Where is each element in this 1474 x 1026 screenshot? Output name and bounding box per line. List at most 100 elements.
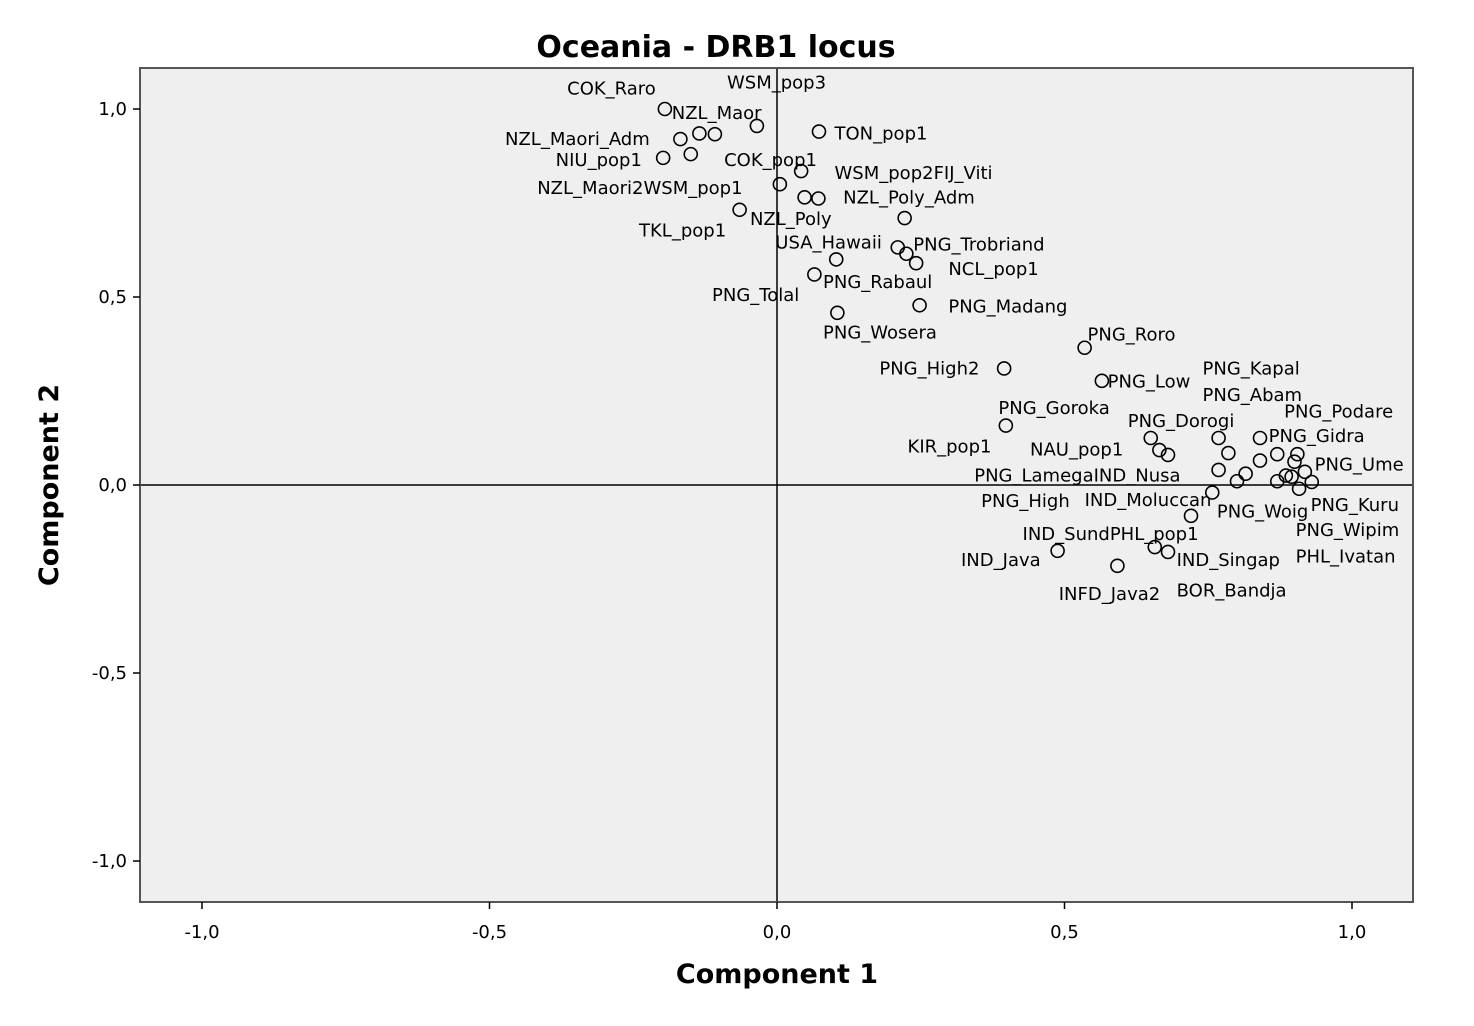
point-label: BOR_Bandja bbox=[1177, 580, 1287, 601]
data-point bbox=[793, 163, 809, 179]
data-point bbox=[908, 255, 924, 271]
x-tick-label: 1,0 bbox=[1338, 922, 1367, 943]
point-labels: WSM_pop3 COK_Raro NZL_Maor NZL_Maori_Adm TON… bbox=[505, 73, 1404, 605]
point-label: PNG_Low bbox=[1108, 372, 1191, 393]
data-point bbox=[1147, 539, 1163, 555]
data-point bbox=[692, 126, 707, 141]
data-point bbox=[657, 101, 673, 117]
y-tick-label: 0,5 bbox=[98, 287, 127, 308]
point-label: NAU_pop1 bbox=[1030, 439, 1123, 460]
data-point bbox=[1291, 481, 1307, 497]
y-tick-label: -0,5 bbox=[92, 663, 127, 684]
point-label: IND_Java bbox=[961, 550, 1041, 571]
data-point bbox=[797, 190, 812, 205]
point-label: PNG_High bbox=[981, 491, 1070, 512]
point-label: COK_Raro bbox=[567, 78, 656, 99]
point-label: INFD_Java2 bbox=[1059, 584, 1160, 605]
data-point bbox=[830, 305, 845, 321]
y-tick-label: 1,0 bbox=[98, 99, 127, 120]
y-tick-label: -1,0 bbox=[92, 851, 127, 872]
point-label: KIR_pop1 bbox=[908, 436, 992, 457]
data-point bbox=[1304, 474, 1320, 490]
chart-title: Oceania - DRB1 locus bbox=[536, 30, 895, 65]
data-point bbox=[1077, 340, 1092, 356]
data-point bbox=[772, 176, 788, 192]
point-label: USA_Hawaii bbox=[775, 232, 882, 253]
point-label: TON_pop1 bbox=[834, 123, 928, 144]
data-point bbox=[1204, 485, 1220, 500]
x-tick-label: 0,0 bbox=[763, 922, 792, 943]
point-label: PNG_Woig bbox=[1217, 501, 1308, 522]
point-label: PHL_Ivatan bbox=[1296, 546, 1396, 567]
data-point bbox=[1143, 430, 1159, 446]
data-point bbox=[897, 210, 912, 226]
point-label: PNG_Abam bbox=[1203, 385, 1303, 406]
data-point bbox=[1290, 446, 1305, 462]
point-label: NZL_Maori_Adm bbox=[505, 129, 650, 150]
data-point bbox=[811, 191, 826, 206]
point-label: TKL_pop1 bbox=[638, 220, 726, 241]
data-point bbox=[1284, 469, 1299, 485]
data-point bbox=[1238, 466, 1253, 482]
axes-layer: -1,0 -0,5 0,0 0,5 1,0 1,0 0,5 0,0 -0,5 -1,0 bbox=[92, 69, 1412, 943]
point-label: PNG_Tolal bbox=[712, 285, 799, 306]
data-point bbox=[828, 252, 844, 267]
x-axis-title: Component 1 bbox=[676, 959, 878, 990]
data-point bbox=[1252, 453, 1268, 468]
data-point bbox=[1183, 508, 1199, 524]
data-point bbox=[1094, 373, 1110, 389]
point-label: PNG_Podare bbox=[1284, 402, 1393, 423]
point-label: PNG_Kapal bbox=[1203, 358, 1300, 379]
point-label: NZL_Maor bbox=[672, 103, 762, 124]
x-tick-label: 0,5 bbox=[1050, 922, 1079, 943]
point-label: PNG_LamegaIND_Nusa bbox=[974, 466, 1180, 487]
data-point bbox=[1221, 445, 1236, 461]
data-point bbox=[1287, 454, 1302, 469]
data-point bbox=[1211, 462, 1226, 478]
data-point bbox=[1252, 430, 1268, 446]
point-label: PNG_Ume bbox=[1315, 454, 1404, 475]
data-point bbox=[899, 246, 914, 262]
y-tick-label: 0,0 bbox=[98, 475, 127, 496]
x-tick-label: -0,5 bbox=[472, 922, 507, 943]
data-point bbox=[1229, 473, 1245, 489]
point-label: NCL_pop1 bbox=[948, 259, 1038, 280]
point-label: PNG_Goroka bbox=[998, 398, 1109, 419]
point-label: IND_Moluccan bbox=[1085, 490, 1212, 511]
data-point bbox=[1110, 558, 1125, 574]
point-label: WSM_pop3 bbox=[727, 73, 826, 94]
point-label: PNG_Gidra bbox=[1269, 426, 1365, 447]
data-point bbox=[807, 267, 822, 282]
data-point bbox=[1278, 468, 1294, 483]
data-point bbox=[811, 124, 827, 139]
point-label: PNG_Trobriand bbox=[913, 234, 1044, 255]
data-point bbox=[683, 146, 699, 162]
data-point bbox=[1269, 446, 1285, 462]
data-point bbox=[749, 118, 765, 134]
data-point bbox=[1297, 464, 1313, 480]
point-label: NZL_Poly bbox=[750, 209, 832, 230]
data-point bbox=[1160, 447, 1176, 463]
data-point bbox=[732, 202, 747, 218]
point-label: WSM_pop2FIJ_Viti bbox=[835, 163, 993, 184]
data-point bbox=[912, 297, 927, 313]
point-label: IND_Singap bbox=[1177, 550, 1280, 571]
data-point bbox=[655, 150, 671, 166]
data-point bbox=[1160, 544, 1176, 560]
data-point bbox=[673, 131, 688, 147]
data-point bbox=[998, 418, 1014, 433]
point-label: PNG_Kuru bbox=[1311, 495, 1399, 516]
point-label: NZL_Poly_Adm bbox=[843, 187, 975, 208]
point-label: COK_pop1 bbox=[724, 150, 817, 171]
data-point bbox=[1211, 430, 1226, 446]
data-point bbox=[996, 361, 1012, 376]
data-point bbox=[1050, 543, 1065, 559]
point-label: NIU_pop1 bbox=[556, 150, 642, 171]
point-label: PNG_Wosera bbox=[823, 323, 937, 344]
data-point bbox=[1152, 442, 1167, 458]
data-points bbox=[655, 101, 1320, 574]
point-label: NZL_Maori2WSM_pop1 bbox=[537, 178, 742, 199]
point-label: PNG_Roro bbox=[1088, 325, 1176, 346]
point-label: PNG_Dorogi bbox=[1128, 411, 1235, 432]
